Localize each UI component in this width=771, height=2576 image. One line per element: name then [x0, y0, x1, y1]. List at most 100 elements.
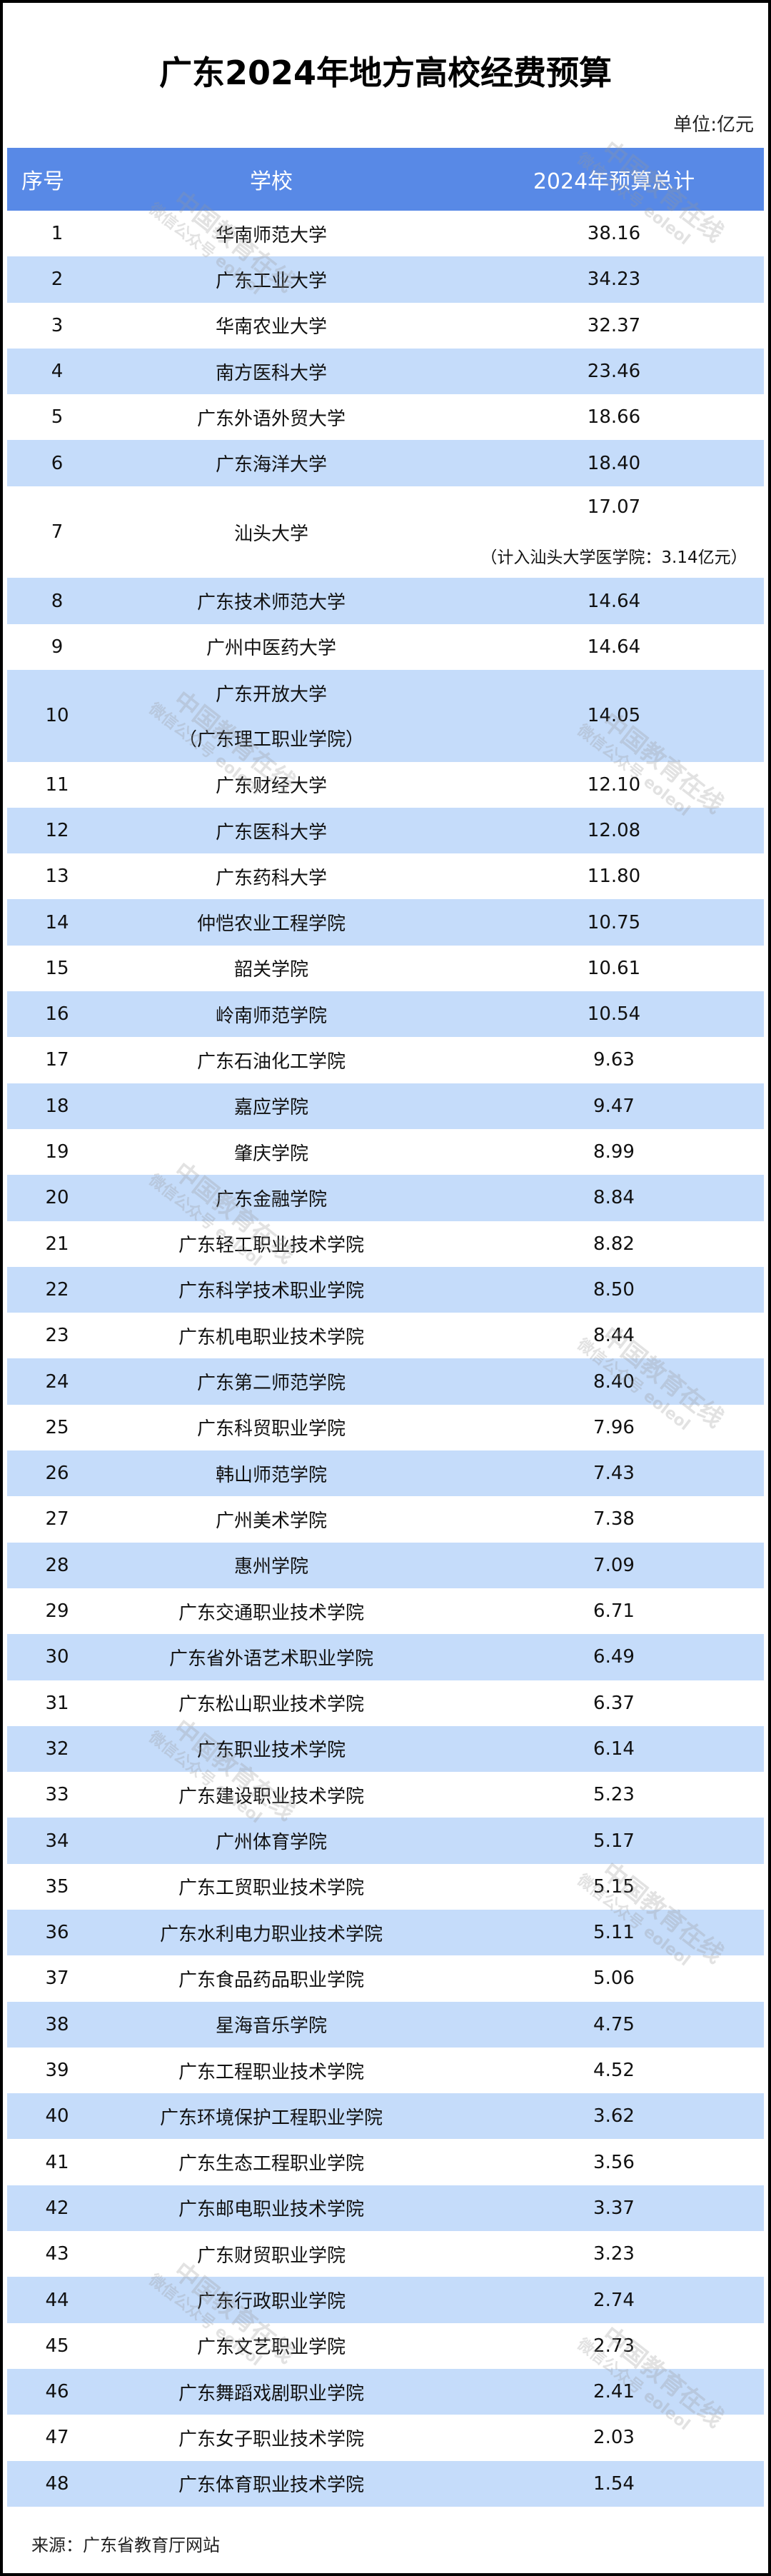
school-name: 广东药科大学 [215, 867, 327, 889]
school-name: 广东建设职业技术学院 [178, 1785, 364, 1808]
budget-value: 38.16 [587, 223, 641, 245]
table-row: 40 广东环境保护工程职业学院 3.62 [7, 2093, 764, 2140]
school-name: 广东海洋大学 [215, 454, 327, 476]
school-name: 广州中医药大学 [206, 638, 336, 660]
school-name: 广东职业技术学院 [196, 1740, 346, 1762]
row-number: 16 [45, 1003, 69, 1026]
table-row: 15 韶关学院 10.61 [7, 946, 764, 991]
school-name: 广东松山职业技术学院 [178, 1694, 364, 1716]
table-body: 1 华南师范大学 38.16 2 广东工业大学 34.23 3 华南农业大学 32.37 4 南方医… [7, 211, 764, 2507]
row-number: 29 [45, 1600, 69, 1623]
budget-value: 3.56 [593, 2151, 635, 2173]
budget-value: 2.41 [593, 2381, 635, 2403]
school-name: 广东邮电职业技术学院 [178, 2199, 364, 2221]
table-row: 1 华南师范大学 38.16 [7, 211, 764, 256]
budget-value: 2.73 [593, 2335, 635, 2357]
school-name: 广东机电职业技术学院 [178, 1326, 364, 1348]
school-name: 肇庆学院 [233, 1143, 308, 1165]
budget-value: 8.82 [593, 1233, 635, 1255]
school-name: 韩山师范学院 [215, 1464, 327, 1486]
budget-value: 34.23 [587, 269, 641, 291]
row-number: 34 [45, 1830, 69, 1852]
row-number: 28 [45, 1554, 69, 1576]
budget-value: 10.75 [587, 911, 641, 933]
table-row: 29 广东交通职业技术学院 6.71 [7, 1588, 764, 1634]
table-row: 19 肇庆学院 8.99 [7, 1129, 764, 1175]
table-row: 48 广东体育职业技术学院 1.54 [7, 2460, 764, 2507]
school-name: 广东外语外贸大学 [196, 408, 346, 430]
school-name: 广东文艺职业学院 [196, 2337, 346, 2359]
school-name: 广东行政职业学院 [196, 2291, 346, 2312]
row-number: 37 [45, 1968, 69, 1990]
school-lines: 广东开放大学 （广东理工职业学院） [107, 680, 435, 751]
table-row: 5 广东外语外贸大学 18.66 [7, 394, 764, 440]
budget-value: 9.63 [593, 1049, 635, 1071]
table-row: 23 广东机电职业技术学院 8.44 [7, 1313, 764, 1358]
row-number: 26 [45, 1463, 69, 1485]
table-row: 6 广东海洋大学 18.40 [7, 440, 764, 486]
school-name: 广东生态工程职业学院 [178, 2153, 364, 2175]
table-row: 36 广东水利电力职业技术学院 5.11 [7, 1909, 764, 1956]
table-row: 22 广东科学技术职业学院 8.50 [7, 1266, 764, 1313]
row-number: 25 [45, 1416, 69, 1438]
table-row: 45 广东文艺职业学院 2.73 [7, 2323, 764, 2369]
budget-value: 4.52 [593, 2060, 635, 2082]
budget-value: 8.99 [593, 1141, 635, 1163]
row-number: 19 [45, 1141, 69, 1163]
table-row: 30 广东省外语艺术职业学院 6.49 [7, 1634, 764, 1680]
table-row: 35 广东工贸职业技术学院 5.15 [7, 1864, 764, 1910]
row-number: 12 [45, 820, 69, 841]
row-number: 8 [51, 590, 64, 612]
table-row: 39 广东工程职业技术学院 4.52 [7, 2048, 764, 2093]
header-budget: 2024年预算总计 [533, 169, 695, 194]
table-row: 7 汕头大学 17.07 （计入汕头大学医学院：3.14亿元） [7, 486, 764, 578]
school-name: 广东医科大学 [215, 821, 327, 843]
school-name: 广东轻工职业技术学院 [178, 1235, 364, 1257]
unit-label: 单位:亿元 [673, 114, 754, 136]
budget-value: 17.07 [587, 496, 641, 518]
row-number: 2 [51, 269, 64, 291]
row-number: 5 [51, 406, 64, 429]
table-row: 17 广东石油化工学院 9.63 [7, 1037, 764, 1083]
budget-value: 32.37 [587, 314, 641, 336]
table-row: 44 广东行政职业学院 2.74 [7, 2277, 764, 2323]
budget-value: 2.74 [593, 2289, 635, 2311]
budget-value: 14.64 [587, 590, 641, 612]
budget-value: 5.17 [593, 1830, 635, 1852]
row-number: 17 [45, 1049, 69, 1071]
row-number: 24 [45, 1370, 69, 1393]
table-row: 28 惠州学院 7.09 [7, 1542, 764, 1588]
budget-value: 14.64 [587, 636, 641, 658]
row-number: 23 [45, 1325, 69, 1347]
table-row: 43 广东财贸职业学院 3.23 [7, 2231, 764, 2277]
row-number: 27 [45, 1508, 69, 1530]
budget-value: 23.46 [587, 361, 641, 383]
row-number: 11 [45, 773, 69, 796]
budget-value: 5.06 [593, 1968, 635, 1990]
row-number: 1 [51, 223, 64, 245]
school-name: 广东食品药品职业学院 [178, 1969, 364, 1991]
budget-value: 8.50 [593, 1278, 635, 1300]
budget-value: 6.14 [593, 1738, 635, 1760]
school-name: 广东技术师范大学 [196, 592, 346, 614]
table-header: 序号 学校 2024年预算总计 [7, 148, 764, 211]
row-number: 14 [45, 911, 69, 933]
budget-value: 18.40 [587, 452, 641, 474]
row-number: 36 [45, 1922, 69, 1944]
table-row: 42 广东邮电职业技术学院 3.37 [7, 2185, 764, 2232]
table-row: 9 广州中医药大学 14.64 [7, 624, 764, 670]
school-name: 广东舞蹈戏剧职业学院 [178, 2382, 364, 2405]
row-number: 9 [51, 636, 64, 658]
row-number: 18 [45, 1095, 69, 1117]
table-row: 34 广州体育学院 5.17 [7, 1818, 764, 1864]
table-row: 8 广东技术师范大学 14.64 [7, 578, 764, 624]
row-number: 48 [45, 2472, 69, 2495]
school-name: 广东开放大学 [215, 684, 327, 706]
budget-value: 6.49 [593, 1646, 635, 1668]
budget-value: 3.23 [593, 2243, 635, 2265]
table-row: 2 广东工业大学 34.23 [7, 256, 764, 303]
table-row: 25 广东科贸职业学院 7.96 [7, 1405, 764, 1450]
table-row: 12 广东医科大学 12.08 [7, 807, 764, 854]
school-name: 广东科学技术职业学院 [178, 1281, 364, 1303]
table-row: 24 广东第二师范学院 8.40 [7, 1358, 764, 1405]
